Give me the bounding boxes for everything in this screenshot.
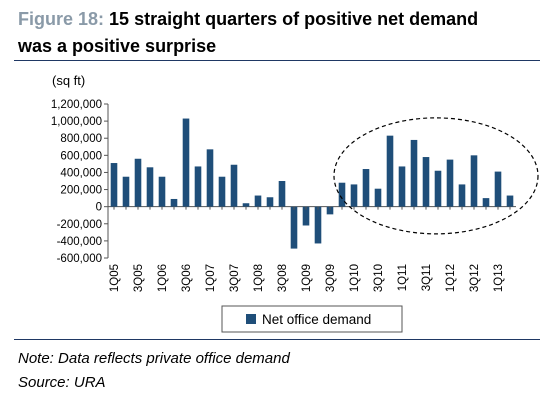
bar-1Q06 (158, 176, 166, 207)
x-tick-label: 3Q09 (325, 264, 337, 292)
bar-1Q12 (446, 159, 454, 207)
bar-3Q10 (374, 188, 382, 207)
y-tick-label: -200,000 (57, 219, 102, 231)
bar-4Q11 (434, 170, 442, 207)
y-tick-label: 1,200,000 (51, 99, 102, 111)
bar-3Q09 (326, 206, 334, 215)
bar-4Q08 (290, 206, 298, 249)
y-tick-label: -400,000 (57, 236, 102, 248)
highlight-ellipse (333, 117, 539, 235)
bar-2Q12 (458, 184, 466, 207)
figure-title-line1: 15 straight quarters of positive net dem… (109, 9, 479, 29)
x-tick-label: 1Q09 (301, 264, 313, 292)
y-tick-label: 400,000 (60, 167, 102, 179)
bar-2Q06 (170, 198, 178, 207)
x-tick-label: 1Q13 (493, 264, 505, 292)
y-tick-label: 600,000 (60, 150, 102, 162)
x-tick-label: 1Q10 (349, 264, 361, 292)
x-tick-label: 3Q10 (373, 264, 385, 292)
source-text: Source: URA (18, 374, 106, 391)
legend-swatch (246, 314, 256, 324)
bar-1Q09 (302, 206, 310, 226)
bar-1Q13 (494, 171, 502, 207)
bar-3Q05 (134, 158, 142, 207)
figure-title-line2: was a positive surprise (18, 36, 217, 56)
legend-label: Net office demand (262, 312, 371, 327)
bar-2Q05 (122, 176, 130, 207)
bar-2Q13 (506, 195, 514, 207)
bar-1Q07 (206, 149, 214, 207)
note-text: Note: Data reflects private office deman… (18, 350, 290, 367)
y-tick-label: 1,000,000 (51, 116, 102, 128)
bar-1Q10 (350, 184, 358, 207)
bar-4Q09 (338, 182, 346, 207)
x-tick-label: 1Q07 (205, 264, 217, 292)
figure-label: Figure 18: (18, 9, 105, 29)
bar-3Q08 (278, 181, 286, 207)
bar-1Q08 (254, 195, 262, 207)
x-tick-label: 1Q06 (157, 264, 169, 292)
top-rule (14, 60, 540, 61)
bar-2Q09 (314, 206, 322, 244)
x-tick-label: 1Q12 (445, 264, 457, 292)
figure-title: Figure 18: 15 straight quarters of posit… (18, 6, 538, 60)
x-tick-label: 3Q07 (229, 264, 241, 292)
y-tick-label: 800,000 (60, 133, 102, 145)
y-tick-label: -600,000 (57, 253, 102, 265)
x-tick-label: 1Q08 (253, 264, 265, 292)
bar-3Q07 (230, 164, 238, 207)
bottom-rule (14, 339, 540, 340)
bar-1Q11 (398, 166, 406, 207)
bar-3Q11 (422, 157, 430, 207)
x-tick-label: 3Q11 (421, 264, 433, 291)
bar-4Q07 (242, 203, 250, 207)
bar-4Q05 (146, 167, 154, 207)
y-tick-label: 200,000 (60, 185, 102, 197)
bar-3Q06 (182, 118, 190, 207)
x-tick-label: 1Q05 (109, 264, 121, 292)
x-tick-label: 1Q11 (397, 264, 409, 291)
x-tick-label: 3Q05 (133, 264, 145, 292)
y-axis-label: (sq ft) (52, 73, 85, 88)
bar-3Q12 (470, 155, 478, 207)
x-tick-label: 3Q06 (181, 264, 193, 292)
x-tick-label: 3Q08 (277, 264, 289, 292)
bar-1Q05 (110, 163, 118, 207)
bar-chart: (sq ft) -600,000 -400,000 -200,000 0 200,000 4… (51, 73, 539, 333)
bar-4Q12 (482, 198, 490, 207)
bar-2Q11 (410, 139, 418, 207)
x-tick-label: 3Q12 (469, 264, 481, 292)
bar-4Q10 (386, 135, 394, 207)
bar-4Q06 (194, 166, 202, 207)
bar-2Q10 (362, 169, 370, 207)
bar-2Q07 (218, 176, 226, 207)
y-tick-label: 0 (96, 202, 102, 214)
bar-2Q08 (266, 197, 274, 207)
